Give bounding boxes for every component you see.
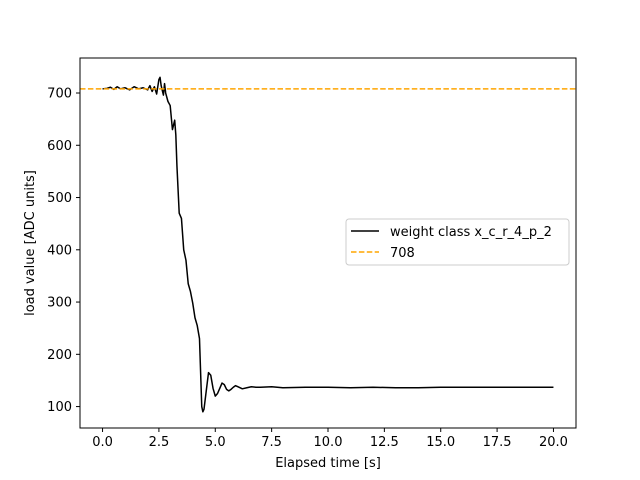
legend-label-weight-series: weight class x_c_r_4_p_2 bbox=[390, 225, 552, 240]
y-tick-label: 300 bbox=[47, 296, 72, 311]
x-tick-label: 15.0 bbox=[426, 435, 455, 450]
y-tick-label: 500 bbox=[47, 191, 72, 206]
x-tick-label: 7.5 bbox=[261, 435, 282, 450]
x-tick-label: 0.0 bbox=[92, 435, 113, 450]
legend: weight class x_c_r_4_p_2 708 bbox=[345, 218, 570, 266]
y-tick-label: 600 bbox=[47, 139, 72, 154]
x-tick-label: 2.5 bbox=[149, 435, 170, 450]
x-tick-label: 17.5 bbox=[483, 435, 512, 450]
x-tick-label: 20.0 bbox=[539, 435, 568, 450]
legend-box bbox=[345, 218, 570, 266]
x-tick-label: 10.0 bbox=[314, 435, 343, 450]
y-tick-label: 400 bbox=[47, 243, 72, 258]
x-tick-label: 12.5 bbox=[370, 435, 399, 450]
plot-frame bbox=[79, 57, 577, 429]
y-tick-label: 100 bbox=[47, 400, 72, 415]
series-line-weight-class bbox=[102, 76, 554, 413]
y-tick-label: 700 bbox=[47, 87, 72, 102]
y-tick-label: 200 bbox=[47, 348, 72, 363]
x-tick-label: 5.0 bbox=[205, 435, 226, 450]
x-axis-label: Elapsed time [s] bbox=[275, 456, 381, 471]
legend-label-708-line: 708 bbox=[390, 246, 415, 261]
y-axis-label: load value [ADC units] bbox=[23, 170, 38, 316]
